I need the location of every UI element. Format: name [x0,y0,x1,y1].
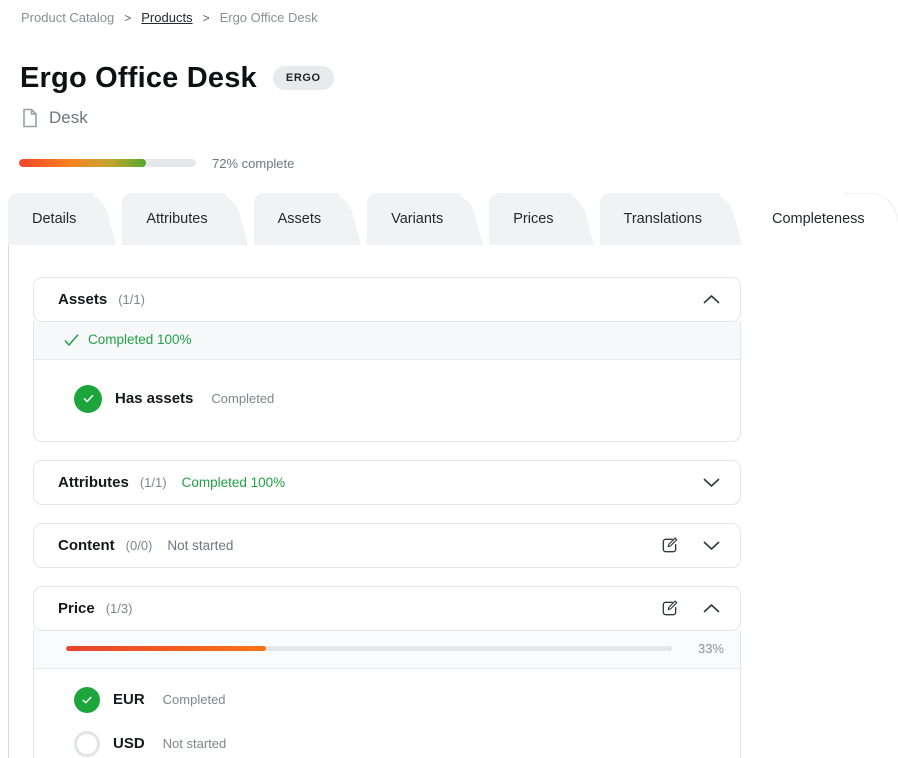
collapse-button[interactable] [703,295,720,304]
breadcrumb-item-current: Ergo Office Desk [219,10,318,25]
tab-variants[interactable]: Variants [367,192,489,245]
panel-title: Assets [58,290,108,308]
check-icon [64,334,79,346]
panel-price: Price (1/3) [33,585,741,758]
check-circle-icon [74,384,102,413]
empty-circle-icon [74,730,100,757]
completeness-item-usd: USD Not started [34,722,740,758]
item-name: EUR [113,691,145,709]
item-name: Has assets [115,390,194,408]
panel-assets-header[interactable]: Assets (1/1) [33,276,741,322]
edit-button[interactable] [660,599,679,618]
product-sku-badge: ERGO [272,66,334,90]
panel-title: Attributes [58,473,129,491]
panel-attributes: Attributes (1/1) Completed 100% [33,459,741,505]
completeness-progressbar [19,159,196,168]
panel-count: (1/1) [139,474,167,490]
breadcrumb: Product Catalog > Products > Ergo Office… [0,0,898,25]
panel-assets-body: Completed 100% Has assets Completed [33,320,741,442]
completeness-progress-fill [19,159,147,168]
panel-count: (0/0) [125,537,153,553]
price-progress-fill [66,646,266,652]
completeness-tab-content: Assets (1/1) Completed 100% [8,244,898,758]
completeness-item-has-assets: Has assets Completed [34,369,740,429]
document-icon [21,108,39,128]
panel-attributes-header[interactable]: Attributes (1/1) Completed 100% [33,459,741,505]
price-progress-caption: 33% [697,641,724,657]
panel-title: Price [58,599,95,617]
panel-assets: Assets (1/1) Completed 100% [33,276,741,442]
breadcrumb-separator: > [124,10,132,25]
breadcrumb-separator: > [202,10,210,25]
chevron-down-icon [703,478,720,487]
breadcrumb-item-products[interactable]: Products [141,10,193,25]
price-progressbar [66,646,672,652]
page-title: Ergo Office Desk [20,62,257,94]
chevron-up-icon [703,295,720,304]
item-name: USD [113,735,145,753]
item-status: Not started [162,736,227,752]
chevron-up-icon [703,604,720,613]
panel-title: Content [58,536,115,554]
edit-icon [660,536,679,555]
check-circle-icon [74,686,100,713]
expand-button[interactable] [703,541,720,550]
assets-summary-text: Completed 100% [88,332,192,348]
expand-button[interactable] [703,478,720,487]
tab-completeness[interactable]: Completeness [747,192,898,245]
family-label: Desk [49,107,88,127]
overall-completeness: 72% complete [19,156,898,171]
panel-count: (1/1) [118,291,145,307]
panel-content: Content (0/0) Not started [33,522,741,568]
tab-details[interactable]: Details [8,192,122,245]
edit-button[interactable] [660,536,679,555]
assets-summary-band: Completed 100% [34,320,740,360]
tab-bar: Details Attributes Assets Variants Price… [0,192,898,245]
panel-status: Completed 100% [181,474,286,490]
breadcrumb-item-product-catalog[interactable]: Product Catalog [21,10,115,25]
completeness-item-eur: EUR Completed [34,678,740,722]
price-progress-band: 33% [34,629,740,669]
panel-content-header[interactable]: Content (0/0) Not started [33,522,741,568]
tab-translations[interactable]: Translations [599,192,748,245]
tab-assets[interactable]: Assets [253,192,368,245]
item-status: Completed [162,692,226,708]
item-status: Completed [211,391,275,407]
collapse-button[interactable] [703,604,720,613]
panel-status: Not started [167,537,234,553]
completeness-caption: 72% complete [212,155,295,171]
tab-prices[interactable]: Prices [489,192,599,245]
panel-price-body: 33% EUR Completed USD Not started [33,629,741,758]
edit-icon [660,599,679,618]
tab-attributes[interactable]: Attributes [122,192,253,245]
title-row: Ergo Office Desk ERGO [20,62,898,95]
chevron-down-icon [703,541,720,550]
family-row: Desk [21,108,898,128]
panel-price-header[interactable]: Price (1/3) [33,585,741,631]
panel-count: (1/3) [105,600,133,616]
